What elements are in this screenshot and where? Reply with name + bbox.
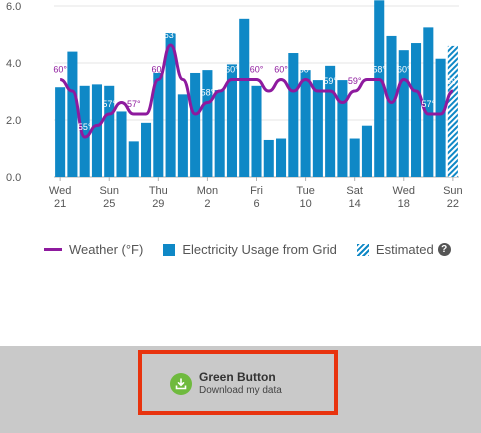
usage-bar-swatch xyxy=(163,243,176,256)
legend-estimated-label: Estimated xyxy=(375,242,434,257)
x-tick-date: 29 xyxy=(152,198,164,210)
usage-bar xyxy=(411,43,422,177)
usage-bar xyxy=(276,138,287,177)
usage-bar xyxy=(67,51,78,177)
usage-bar xyxy=(214,90,225,177)
weather-label: 57° xyxy=(102,99,116,109)
usage-bar xyxy=(263,139,274,177)
weather-label: 59° xyxy=(323,76,337,86)
x-tick-date: 25 xyxy=(103,198,115,210)
usage-bar xyxy=(398,50,409,177)
usage-bar xyxy=(300,70,311,177)
usage-bar xyxy=(337,80,348,177)
usage-bar xyxy=(128,141,139,177)
weather-label: 60° xyxy=(225,65,239,75)
usage-bar xyxy=(423,27,434,177)
estimated-bar xyxy=(447,45,458,178)
green-button-title: Green Button xyxy=(199,370,276,384)
usage-bar xyxy=(116,111,127,177)
y-tick-label: 2.0 xyxy=(6,115,21,127)
weather-label: 58° xyxy=(201,88,215,98)
x-tick-date: 10 xyxy=(299,198,311,210)
x-tick-date: 22 xyxy=(447,198,459,210)
weather-line xyxy=(59,43,454,139)
usage-bar xyxy=(153,72,164,177)
usage-bar xyxy=(190,72,201,177)
weather-line-swatch xyxy=(44,248,62,251)
weather-label: 57° xyxy=(422,99,436,109)
x-tick-day: Wed xyxy=(393,185,415,197)
x-tick-day: Fri xyxy=(250,185,263,197)
weather-label: 59° xyxy=(348,76,362,86)
weather-label: 60° xyxy=(274,65,288,75)
usage-bar xyxy=(202,70,213,177)
usage-bar xyxy=(226,64,237,177)
weather-label: 55° xyxy=(78,122,92,132)
legend-usage[interactable]: Electricity Usage from Grid xyxy=(163,242,337,257)
y-tick-label: 6.0 xyxy=(6,1,21,13)
usage-bar xyxy=(251,85,262,177)
weather-label: 60° xyxy=(397,65,411,75)
usage-bar xyxy=(165,33,176,178)
usage-bar xyxy=(349,138,360,177)
usage-chart: 0.0 2.0 4.0 6.0 60° 55° 57° 57° 60° 63° 58° 60° 60°… xyxy=(6,0,463,210)
legend-estimated[interactable]: Estimated ? xyxy=(356,242,451,257)
weather-label: 58° xyxy=(372,65,386,75)
weather-label: 60° xyxy=(53,65,67,75)
usage-bar xyxy=(435,58,446,177)
legend-weather[interactable]: Weather (°F) xyxy=(44,242,143,257)
y-tick-label: 0.0 xyxy=(6,172,21,184)
x-tick-date: 14 xyxy=(349,198,361,210)
help-icon[interactable]: ? xyxy=(437,243,451,256)
estimated-hatch-swatch xyxy=(356,243,369,256)
usage-bar xyxy=(288,53,299,177)
green-button-highlight xyxy=(138,350,338,415)
usage-bar xyxy=(91,84,102,177)
usage-bar xyxy=(141,122,152,177)
weather-label: 60° xyxy=(299,65,313,75)
usage-bar xyxy=(312,80,323,177)
weather-label: 59° xyxy=(446,76,460,86)
download-tray-icon xyxy=(170,372,192,395)
x-tick-date: 2 xyxy=(204,198,210,210)
x-tick-day: Wed xyxy=(49,185,71,197)
usage-bar xyxy=(177,94,188,177)
x-tick-day: Sun xyxy=(443,185,463,197)
weather-label: 60° xyxy=(250,65,264,75)
weather-label: 63° xyxy=(164,30,178,40)
y-tick-label: 4.0 xyxy=(6,58,21,70)
x-tick-day: Sat xyxy=(346,185,363,197)
x-tick-date: 6 xyxy=(253,198,259,210)
x-tick-date: 18 xyxy=(398,198,410,210)
legend-weather-label: Weather (°F) xyxy=(69,242,144,257)
usage-bar xyxy=(374,0,385,177)
usage-bar xyxy=(239,18,250,178)
usage-bar xyxy=(361,125,372,177)
x-tick-date: 21 xyxy=(54,198,66,210)
usage-bar xyxy=(79,85,90,177)
x-tick-day: Tue xyxy=(296,185,315,197)
x-tick-day: Sun xyxy=(99,185,119,197)
green-button[interactable]: Green Button Download my data xyxy=(170,370,282,397)
legend-usage-label: Electricity Usage from Grid xyxy=(182,242,337,257)
usage-bar xyxy=(386,35,397,177)
x-tick-day: Thu xyxy=(149,185,168,197)
footer-panel: Green Button Download my data xyxy=(0,346,481,433)
weather-label: 60° xyxy=(152,65,166,75)
chart-legend: Weather (°F) Electricity Usage from Grid… xyxy=(44,242,471,257)
usage-bar xyxy=(104,85,115,177)
usage-bar xyxy=(55,87,66,177)
x-tick-day: Mon xyxy=(197,185,218,197)
weather-label: 57° xyxy=(127,99,141,109)
usage-bar xyxy=(325,65,336,177)
green-button-subtitle: Download my data xyxy=(199,385,282,396)
